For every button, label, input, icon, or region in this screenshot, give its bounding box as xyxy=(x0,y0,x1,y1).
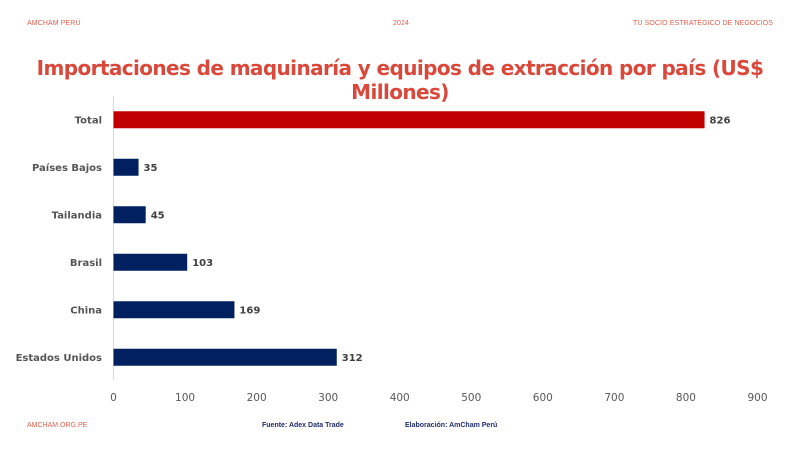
value-labels: 826 35 45 103 169 312 xyxy=(144,115,731,364)
bar-brasil xyxy=(113,253,188,271)
bar-china xyxy=(113,301,235,319)
x-tick-label: 400 xyxy=(390,392,410,404)
bar-tailandia xyxy=(113,206,146,224)
footer-website: AMCHAM.ORG.PE xyxy=(27,422,88,429)
x-tick-label: 700 xyxy=(604,392,624,404)
value-label: 312 xyxy=(342,353,363,364)
category-label: Tailandia xyxy=(52,210,102,221)
x-tick-label: 200 xyxy=(247,392,267,404)
header-year: 2024 xyxy=(393,20,409,27)
x-tick-label: 0 xyxy=(110,392,117,404)
category-label: Estados Unidos xyxy=(16,353,102,364)
value-label: 35 xyxy=(144,163,158,174)
category-label: Países Bajos xyxy=(32,162,102,174)
category-label: Brasil xyxy=(70,258,102,269)
footer-source: Fuente: Adex Data Trade xyxy=(262,422,344,429)
category-label: Total xyxy=(75,115,102,126)
x-tick-label: 900 xyxy=(747,392,767,404)
value-label: 826 xyxy=(710,115,731,126)
value-label: 169 xyxy=(239,305,260,316)
x-tick-label: 500 xyxy=(461,392,481,404)
x-tick-label: 800 xyxy=(676,392,696,404)
bars-group xyxy=(113,111,705,366)
bar-estados-unidos xyxy=(113,348,337,366)
header-brand: AMCHAM PERÚ xyxy=(27,20,81,27)
bar-total xyxy=(113,111,705,129)
value-label: 103 xyxy=(192,258,213,269)
x-tick-label: 300 xyxy=(318,392,338,404)
x-tick-label: 600 xyxy=(533,392,553,404)
category-labels: Total Países Bajos Tailandia Brasil China Est… xyxy=(16,115,102,364)
value-label: 45 xyxy=(151,210,165,221)
footer-elaboration: Elaboración: AmCham Perú xyxy=(405,422,498,429)
chart-title: Importaciones de maquinaría y equipos de… xyxy=(36,56,764,104)
x-axis-ticks: 0 100 200 300 400 500 600 700 800 900 xyxy=(110,392,767,404)
header-tagline: TU SOCIO ESTRATÉGICO DE NEGOCIOS xyxy=(633,20,773,27)
category-label: China xyxy=(70,305,102,316)
bar-países-bajos xyxy=(113,158,139,176)
x-tick-label: 100 xyxy=(175,392,195,404)
